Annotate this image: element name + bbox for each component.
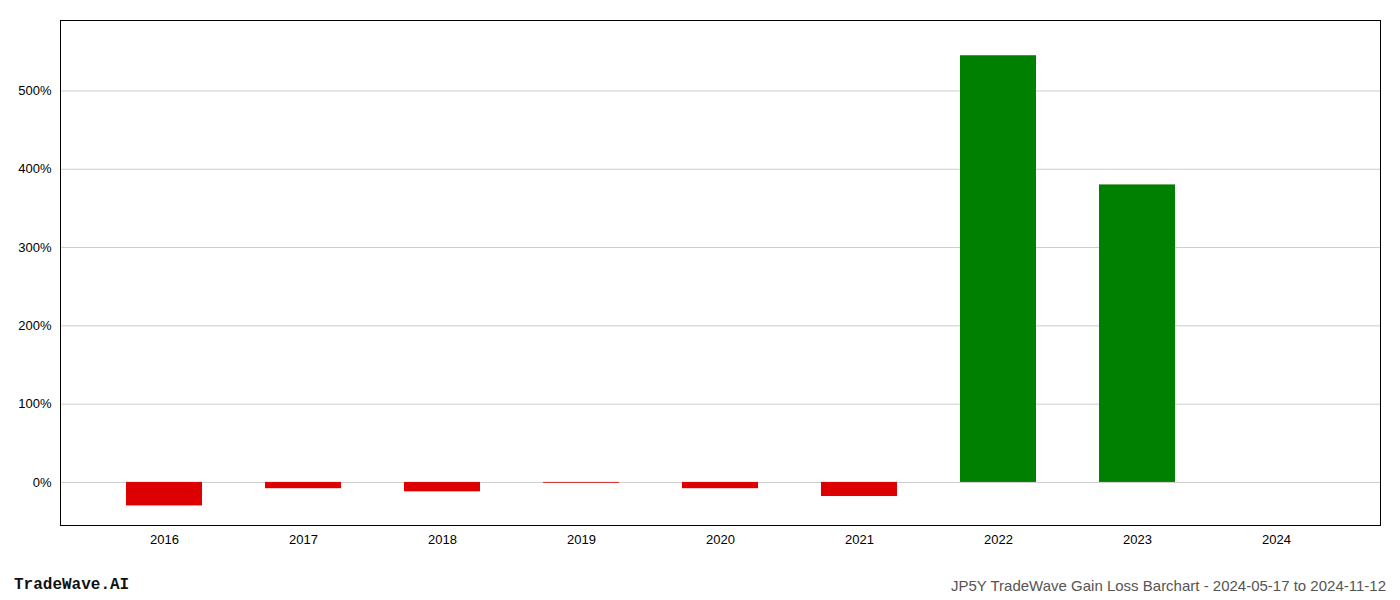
svg-text:2018: 2018: [428, 532, 457, 547]
svg-text:2024: 2024: [1262, 532, 1291, 547]
svg-text:2016: 2016: [150, 532, 179, 547]
svg-text:2017: 2017: [289, 532, 318, 547]
svg-text:200%: 200%: [18, 318, 52, 333]
html-text:JP5Y TradeWave Gain Loss Barch: JP5Y TradeWave Gain Loss Barchart - 2024…: [951, 577, 1386, 594]
svg-text:400%: 400%: [18, 161, 52, 176]
svg-text:300%: 300%: [18, 240, 52, 255]
svg-text:2023: 2023: [1123, 532, 1152, 547]
svg-text:500%: 500%: [18, 83, 52, 98]
svg-text:0%: 0%: [33, 475, 52, 490]
svg-text:100%: 100%: [18, 396, 52, 411]
svg-text:2021: 2021: [845, 532, 874, 547]
svg-text:2020: 2020: [706, 532, 735, 547]
svg-text:2019: 2019: [567, 532, 596, 547]
html-text:TradeWave.AI: TradeWave.AI: [14, 576, 130, 594]
svg-text:2022: 2022: [984, 532, 1013, 547]
